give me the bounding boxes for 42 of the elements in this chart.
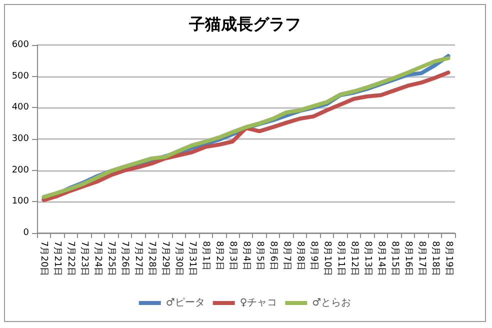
y-tick-label: 100 bbox=[12, 196, 30, 207]
x-tick-label: 8月6日 bbox=[268, 241, 278, 270]
x-tick-label: 8月7日 bbox=[281, 241, 292, 270]
y-tick-label: 300 bbox=[12, 134, 30, 144]
x-tick-label: 7月25日 bbox=[106, 241, 116, 276]
x-tick-label: 7月26日 bbox=[120, 241, 130, 276]
x-tick-label: 7月29日 bbox=[160, 241, 170, 276]
legend-label: ♂とらお bbox=[312, 298, 352, 308]
x-tick-label: 7月31日 bbox=[187, 241, 198, 276]
x-tick-label: 7月24日 bbox=[92, 241, 103, 276]
x-tick-label: 8月12日 bbox=[348, 241, 359, 276]
x-tick-label: 7月27日 bbox=[133, 241, 144, 276]
x-tick-label: 8月4日 bbox=[241, 241, 251, 270]
y-tick-label: 600 bbox=[12, 40, 30, 50]
y-tick-label: 500 bbox=[12, 71, 30, 82]
x-tick-label: 8月9日 bbox=[308, 241, 318, 270]
x-tick-label: 8月13日 bbox=[362, 241, 372, 276]
legend-label: ♀チャコ bbox=[240, 298, 278, 308]
chart-title: 子猫成長グラフ bbox=[188, 14, 301, 34]
x-tick-label: 7月20日 bbox=[38, 241, 49, 276]
x-tick-label: 8月10日 bbox=[322, 241, 332, 276]
x-tick-label: 8月5日 bbox=[254, 241, 264, 270]
x-tick-label: 8月16日 bbox=[402, 241, 413, 276]
x-tick-label: 8月17日 bbox=[416, 241, 426, 276]
x-tick-label: 8月3日 bbox=[228, 241, 238, 270]
x-tick-label: 7月22日 bbox=[66, 241, 76, 276]
x-tick-label: 8月1日 bbox=[200, 241, 211, 270]
x-tick-label: 8月8日 bbox=[294, 241, 305, 270]
x-tick-label: 8月18日 bbox=[430, 241, 440, 276]
x-tick-label: 8月2日 bbox=[214, 241, 224, 270]
x-tick-label: 8月15日 bbox=[389, 241, 400, 276]
y-tick-label: 0 bbox=[23, 228, 30, 238]
x-tick-label: 8月19日 bbox=[443, 241, 454, 276]
x-tick-label: 7月28日 bbox=[146, 241, 157, 276]
x-tick-label: 7月21日 bbox=[52, 241, 62, 276]
y-tick-label: 200 bbox=[12, 165, 30, 176]
y-tick-label: 400 bbox=[12, 102, 30, 113]
x-tick-label: 7月23日 bbox=[79, 241, 90, 276]
x-tick-label: 8月14日 bbox=[376, 241, 386, 276]
legend-label: ♂ピータ bbox=[166, 298, 205, 308]
x-tick-label: 8月11日 bbox=[335, 241, 346, 276]
x-tick-label: 7月30日 bbox=[174, 241, 184, 276]
